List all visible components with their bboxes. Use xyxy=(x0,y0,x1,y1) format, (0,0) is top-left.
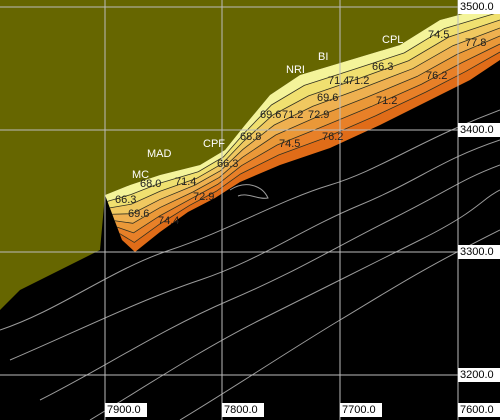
longitude-label: 7700.0 xyxy=(342,404,376,416)
contour-label: 76.2 xyxy=(426,70,447,82)
contour-label: 71.2 xyxy=(348,75,369,87)
contour-line xyxy=(107,11,500,202)
latitude-label: 3500.0 xyxy=(460,1,494,13)
longitude-label: 7600.0 xyxy=(460,404,494,416)
labels: 3500.0 3400.0 3300.0 3200.0 7900.0 7800.0 7700… xyxy=(105,0,500,417)
contour-label: 74.4 xyxy=(158,215,179,227)
contour-label: 71.4 xyxy=(175,176,196,188)
latitude-label: 3400.0 xyxy=(460,124,494,136)
label-box xyxy=(458,245,500,259)
place-name: MAD xyxy=(147,148,172,160)
latitude-label: 3200.0 xyxy=(460,369,494,381)
contour-label: 72.9 xyxy=(308,109,329,121)
label-box xyxy=(222,403,264,417)
place-name: BI xyxy=(318,51,328,63)
isobath xyxy=(89,189,500,420)
contour-label: 71.2 xyxy=(376,95,397,107)
isobath xyxy=(229,184,269,199)
contour-label: 66.3 xyxy=(115,194,136,206)
contour-label: 66.3 xyxy=(372,61,393,73)
contour-label: 69.6 xyxy=(260,109,281,121)
contour-bands xyxy=(105,4,500,252)
label-box xyxy=(105,403,147,417)
label-box xyxy=(458,368,500,382)
longitude-label: 7800.0 xyxy=(224,404,258,416)
contour-label: 69.6 xyxy=(317,92,338,104)
place-name: NRI xyxy=(286,64,305,76)
label-box xyxy=(458,0,500,14)
contour-line xyxy=(119,51,500,243)
contour-band xyxy=(112,28,500,224)
isobath xyxy=(39,164,500,401)
label-box xyxy=(458,123,500,137)
label-box xyxy=(458,403,500,417)
contour-label: 69.6 xyxy=(128,208,149,220)
place-name: MC xyxy=(132,169,149,181)
contour-label: 71.2 xyxy=(282,109,303,121)
contour-label: 66.3 xyxy=(217,158,238,170)
contour-label: 68.8 xyxy=(240,131,261,143)
longitude-label: 7900.0 xyxy=(107,404,141,416)
contour-band xyxy=(114,36,500,233)
contour-line xyxy=(114,35,500,224)
contour-label: 77.8 xyxy=(465,37,486,49)
contour-label: 71.4 xyxy=(328,75,349,87)
label-box xyxy=(340,403,382,417)
contour-label: 76.2 xyxy=(322,131,343,143)
contour-band xyxy=(107,12,500,208)
contour-line xyxy=(112,27,500,215)
contour-band xyxy=(105,4,500,202)
place-name: CPF xyxy=(203,138,225,150)
place-name: CPL xyxy=(382,34,403,46)
contour-band xyxy=(109,20,500,215)
contour-line xyxy=(109,19,500,209)
isobath xyxy=(0,109,500,331)
contour-label: 74.5 xyxy=(428,29,449,41)
contour-line xyxy=(117,43,500,234)
isobath xyxy=(9,139,500,361)
contour-label: 68.0 xyxy=(140,178,161,190)
latitude-label: 3300.0 xyxy=(460,246,494,258)
land xyxy=(0,0,500,310)
bathymetry xyxy=(0,109,500,420)
contour-label: 72.9 xyxy=(193,191,214,203)
contour-label: 74.5 xyxy=(279,138,300,150)
